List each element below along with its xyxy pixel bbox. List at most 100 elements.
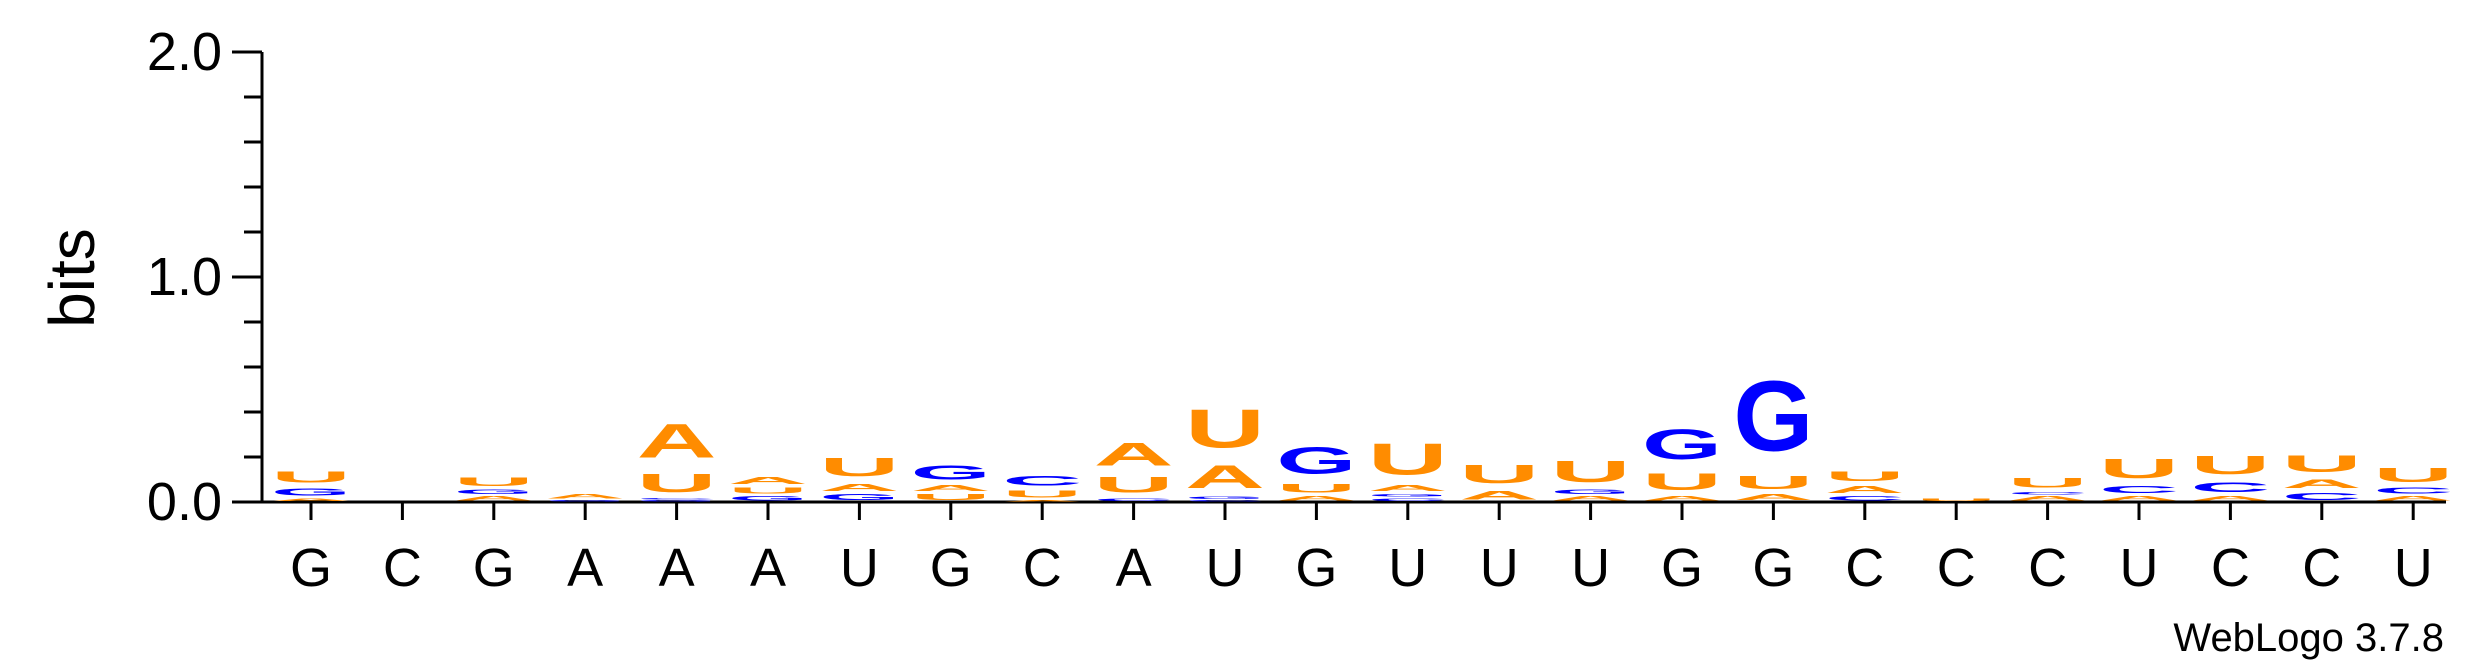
logo-letter-A: A bbox=[2008, 495, 2088, 502]
logo-letter-U: U bbox=[1916, 497, 1996, 502]
logo-letter-G: G bbox=[1551, 489, 1631, 496]
logo-letter-A: A bbox=[1551, 495, 1631, 502]
logo-letter-A: A bbox=[1276, 495, 1356, 502]
logo-letter-A: A bbox=[454, 495, 534, 502]
y-tick-label: 0.0 bbox=[147, 472, 222, 532]
x-tick-label: A bbox=[1116, 538, 1152, 598]
x-tick-label: G bbox=[473, 538, 515, 598]
logo-letter-A: A bbox=[911, 484, 991, 493]
x-tick-label: U bbox=[1206, 538, 1245, 598]
logo-letter-C: C bbox=[2099, 484, 2179, 495]
x-tick-label: C bbox=[2211, 538, 2250, 598]
logo-letter-U: U bbox=[1642, 468, 1722, 495]
logo-letter-A: A bbox=[637, 415, 717, 469]
logo-letter-A: A bbox=[271, 497, 351, 502]
logo-letter-G: G bbox=[911, 461, 991, 484]
logo-letter-A: A bbox=[1825, 484, 1905, 495]
x-tick-label: C bbox=[1937, 538, 1976, 598]
y-axis-title: bits bbox=[36, 228, 108, 328]
logo-letter-U: U bbox=[1002, 488, 1082, 499]
y-tick-label: 2.0 bbox=[147, 22, 222, 82]
x-tick-label: G bbox=[1295, 538, 1337, 598]
x-tick-label: A bbox=[567, 538, 603, 598]
logo-letter-G: G bbox=[545, 500, 625, 502]
weblogo-credit: WebLogo 3.7.8 bbox=[2173, 616, 2444, 660]
logo-letter-A: A bbox=[1459, 488, 1539, 501]
logo-letter-U: U bbox=[2282, 450, 2362, 477]
logo-letter-A: A bbox=[545, 493, 625, 500]
logo-letter-U: U bbox=[728, 486, 808, 495]
logo-letter-U: U bbox=[1185, 399, 1265, 459]
x-tick-label: C bbox=[1023, 538, 1062, 598]
logo-letter-A: A bbox=[1733, 493, 1813, 502]
x-tick-label: U bbox=[1388, 538, 1427, 598]
logo-letter-G: G bbox=[1276, 439, 1356, 481]
logo-letter-A: A bbox=[1094, 437, 1174, 473]
logo-letter-U: U bbox=[454, 475, 534, 488]
x-tick-label: U bbox=[2394, 538, 2433, 598]
logo-letter-U: U bbox=[2373, 464, 2453, 486]
logo-letter-G: G bbox=[819, 493, 899, 502]
x-tick-label: C bbox=[383, 538, 422, 598]
logo-letter-A: A bbox=[2282, 477, 2362, 490]
logo-letter-U: U bbox=[1459, 459, 1539, 488]
x-tick-label: G bbox=[290, 538, 332, 598]
y-tick-label: 1.0 bbox=[147, 247, 222, 307]
logo-letter-A: A bbox=[1185, 459, 1265, 495]
logo-letter-C: C bbox=[2282, 491, 2362, 502]
x-tick-label: U bbox=[840, 538, 879, 598]
logo-letter-G: G bbox=[1185, 495, 1265, 499]
x-tick-label: A bbox=[659, 538, 695, 598]
logo-letter-A: A bbox=[1368, 484, 1448, 493]
logo-letter-C: C bbox=[1094, 497, 1174, 502]
logo-letter-A: A bbox=[728, 475, 808, 486]
x-tick-label: G bbox=[1752, 538, 1794, 598]
logo-letter-C: C bbox=[1825, 495, 1905, 502]
x-tick-label: U bbox=[1571, 538, 1610, 598]
logo-letter-U: U bbox=[2190, 450, 2270, 479]
logo-letter-U: U bbox=[1551, 455, 1631, 488]
logo-letter-C: C bbox=[637, 497, 717, 499]
logo-letter-G: G bbox=[1733, 360, 1813, 473]
logo-letter-U: U bbox=[819, 453, 899, 482]
logo-letter-A: A bbox=[2373, 495, 2453, 502]
x-tick-label: U bbox=[1480, 538, 1519, 598]
x-tick-label: C bbox=[2302, 538, 2341, 598]
logo-letter-C: C bbox=[1368, 497, 1448, 502]
logo-letter-U: U bbox=[1276, 482, 1356, 495]
logo-letter-G: G bbox=[1642, 421, 1722, 468]
logo-letter-G: G bbox=[637, 500, 717, 502]
logo-letter-C: C bbox=[2008, 491, 2088, 496]
x-tick-label: C bbox=[2028, 538, 2067, 598]
logo-letter-A: A bbox=[1642, 495, 1722, 502]
logo-letter-U: U bbox=[1825, 468, 1905, 484]
logo-letter-U: U bbox=[911, 493, 991, 502]
x-tick-label: A bbox=[750, 538, 786, 598]
x-tick-label: C bbox=[1845, 538, 1884, 598]
logo-letter-A: A bbox=[2190, 495, 2270, 502]
logo-letter-G: G bbox=[728, 495, 808, 502]
logo-letter-U: U bbox=[1094, 473, 1174, 498]
logo-letter-U: U bbox=[637, 468, 717, 497]
logo-letter-U: U bbox=[2008, 475, 2088, 491]
logo-letter-U: U bbox=[1368, 434, 1448, 483]
logo-letter-U: U bbox=[2099, 453, 2179, 484]
x-tick-label: G bbox=[1661, 538, 1703, 598]
logo-letter-G: G bbox=[454, 489, 534, 496]
logo-letter-A: A bbox=[2099, 495, 2179, 502]
y-axis: 0.0 1.0 2.0 bits bbox=[36, 22, 264, 532]
logo-letter-U: U bbox=[1733, 473, 1813, 493]
logo-letter-U: U bbox=[271, 468, 351, 486]
y-ticks: 0.0 1.0 2.0 bbox=[147, 22, 262, 532]
logo-letter-G: G bbox=[1368, 493, 1448, 497]
logo-stacks: AGUAGUGAGCUAGUAGAUUAGAUCCUACGAUAUGCGAUAU… bbox=[271, 360, 2453, 502]
logo-letter-C: C bbox=[2373, 486, 2453, 495]
logo-letter-C: C bbox=[1185, 500, 1265, 502]
logo-letter-C: C bbox=[1002, 473, 1082, 489]
x-tick-label: G bbox=[930, 538, 972, 598]
x-tick-label: U bbox=[2120, 538, 2159, 598]
logo-letter-A: A bbox=[819, 482, 899, 493]
logo-letter-A: A bbox=[1002, 500, 1082, 502]
